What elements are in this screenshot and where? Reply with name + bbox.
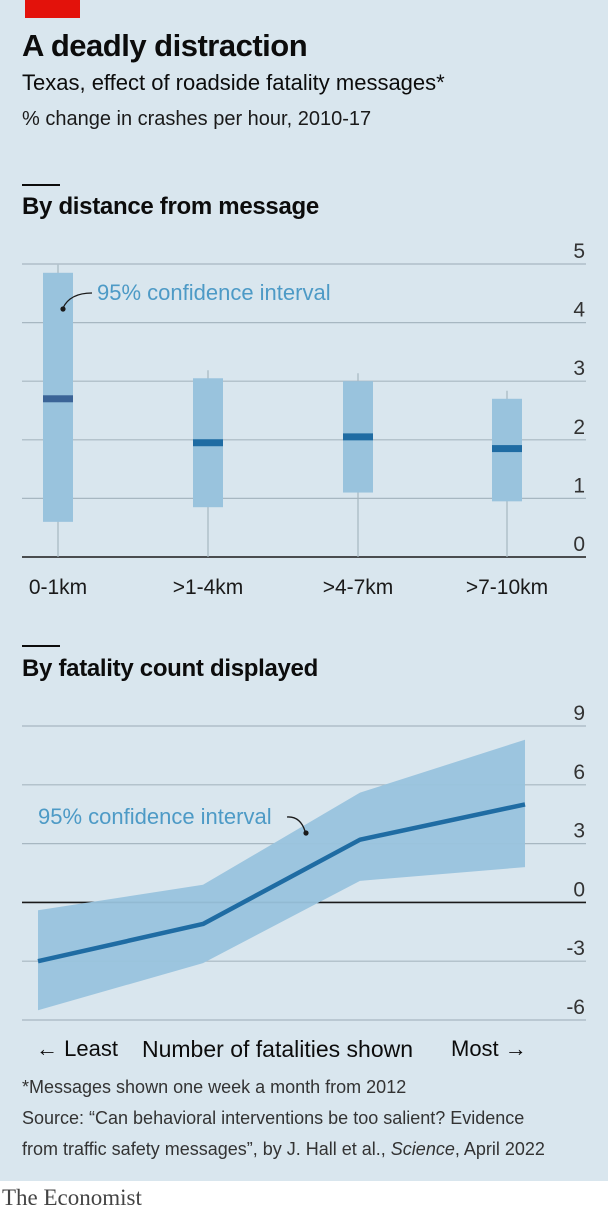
annotation-dot <box>60 306 66 312</box>
x-tick-label: >7-10km <box>466 576 548 599</box>
y-tick-label: 5 <box>573 240 585 263</box>
footnote: *Messages shown one week a month from 20… <box>22 1077 407 1097</box>
y-tick-label: 1 <box>573 474 585 497</box>
estimate-marker <box>343 433 373 441</box>
x-tick-label: 0-1km <box>29 576 87 599</box>
annotation-label: 95% confidence interval <box>38 804 272 829</box>
section-rule <box>22 184 60 186</box>
x-axis-most-label: Most → <box>451 1036 527 1061</box>
y-tick-label: 0 <box>573 878 585 901</box>
x-tick-label: >1-4km <box>173 576 244 599</box>
section-rule <box>22 645 60 647</box>
annotation-label: 95% confidence interval <box>97 280 331 305</box>
economist-logo: The Economist <box>2 1185 142 1210</box>
y-tick-label: 3 <box>573 357 585 380</box>
y-tick-label: 6 <box>573 761 585 784</box>
x-axis-least-label: ← Least <box>36 1036 118 1061</box>
y-tick-label: 4 <box>573 299 585 322</box>
y-tick-label: 0 <box>573 533 585 556</box>
estimate-marker <box>193 439 223 447</box>
section-title-distance: By distance from message <box>22 193 319 220</box>
annotation-leader-line <box>62 292 93 309</box>
section-title-fatality: By fatality count displayed <box>22 655 318 682</box>
y-tick-label: -6 <box>566 996 585 1019</box>
brand-red-tag <box>25 0 80 18</box>
chart-subtitle: Texas, effect of roadside fatality messa… <box>22 70 445 95</box>
distance-chart: 0 1 2 3 4 5 0-1km >1-4km >4-7km >7-10km 95% confid… <box>22 240 586 599</box>
chart-unit-label: % change in crashes per hour, 2010-17 <box>22 108 372 130</box>
y-tick-label: 3 <box>573 820 585 843</box>
y-tick-label: 2 <box>573 416 585 439</box>
x-axis-title: Number of fatalities shown <box>142 1036 414 1062</box>
source-line: from traffic safety messages”, by J. Hal… <box>22 1139 545 1159</box>
y-tick-label: -3 <box>566 937 585 960</box>
chart-title: A deadly distraction <box>22 28 308 63</box>
y-tick-label: 9 <box>573 702 585 725</box>
estimate-marker <box>492 445 522 453</box>
x-axis-label-row: ← Least Number of fatalities shown Most … <box>0 1036 608 1066</box>
fatality-chart: 9 6 3 0 -3 -6 95% confidence interval <box>22 702 586 1021</box>
series-line <box>37 802 526 964</box>
annotation-dot <box>303 830 309 836</box>
estimate-marker <box>43 395 73 403</box>
source-line: Source: “Can behavioral interventions be… <box>22 1108 525 1128</box>
confidence-band <box>38 739 525 1011</box>
x-tick-label: >4-7km <box>323 576 394 599</box>
annotation-leader-line <box>286 816 306 832</box>
